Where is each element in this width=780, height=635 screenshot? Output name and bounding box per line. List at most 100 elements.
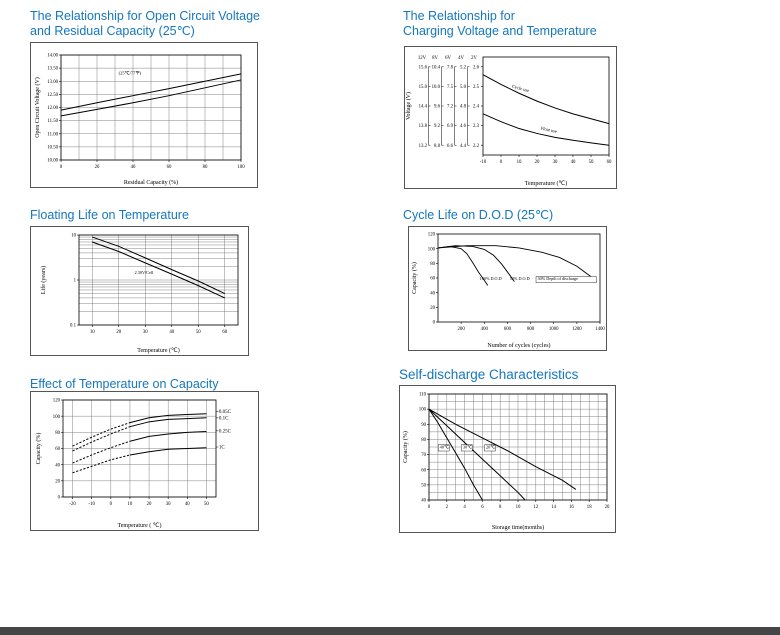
svg-text:0: 0 [58,496,61,501]
svg-text:Voltage (V): Voltage (V) [405,92,412,120]
svg-text:80: 80 [55,431,60,436]
svg-text:20: 20 [430,306,435,311]
svg-text:Temperature (℃): Temperature (℃) [525,180,567,187]
svg-text:5.0: 5.0 [460,85,467,90]
svg-text:10.00: 10.00 [47,159,58,164]
title-line: Self-discharge Characteristics [399,367,579,382]
svg-text:Number of cycles (cycles): Number of cycles (cycles) [487,342,550,349]
svg-text:800: 800 [527,327,535,332]
svg-text:0: 0 [428,505,431,510]
svg-text:Capacity (%): Capacity (%) [411,262,418,294]
svg-text:20: 20 [95,165,100,170]
charging-voltage-temperature-chart: -10 0 10 20 30 40 50 60 Temperature (℃) Voltage (… [405,56,612,187]
svg-text:30% Depth of discharge: 30% Depth of discharge [538,276,579,281]
svg-text:100: 100 [53,415,61,420]
svg-text:80: 80 [421,438,426,443]
svg-text:20℃: 20℃ [486,445,495,450]
chart-frame-ocv-residual: 0 20 40 60 80 100 10.00 10.50 11.00 11.50 12.00 12.… [30,42,258,188]
svg-text:4: 4 [463,505,466,510]
svg-text:600: 600 [504,327,512,332]
svg-text:12V: 12V [418,56,427,61]
svg-text:2.4: 2.4 [473,105,480,110]
chart-frame-self-discharge: 0 2 4 6 8 10 12 14 16 18 20 40 50 60 70 80 90 100 110 Stora… [399,385,616,533]
chart-title-cycle-life: Cycle Life on D.O.D (25℃) [403,208,553,223]
svg-text:14.4: 14.4 [419,105,428,110]
svg-text:10: 10 [71,234,76,239]
chart-frame-temp-capacity: -20 -10 0 10 20 30 40 50 0 20 40 60 80 100 120 Temperat… [30,391,259,531]
svg-text:60: 60 [430,277,435,282]
svg-text:10: 10 [128,502,133,507]
svg-text:0: 0 [433,321,436,326]
svg-text:Temperature ( ℃): Temperature ( ℃) [118,522,162,529]
svg-text:13.50: 13.50 [47,67,58,72]
svg-text:120: 120 [428,233,436,238]
svg-text:15.0: 15.0 [419,85,428,90]
svg-text:2V: 2V [471,56,477,61]
svg-text:13.2: 13.2 [419,144,428,149]
svg-text:1000: 1000 [549,327,559,332]
svg-text:100% D.O.D: 100% D.O.D [480,276,502,281]
svg-text:6: 6 [481,505,484,510]
svg-text:2.2: 2.2 [473,144,480,149]
self-discharge-chart: 0 2 4 6 8 10 12 14 16 18 20 40 50 60 70 80 90 100 110 Stora… [402,393,610,531]
svg-text:10: 10 [516,505,521,510]
svg-text:-10: -10 [88,502,95,507]
svg-text:18: 18 [587,505,592,510]
svg-text:2.3: 2.3 [473,124,480,129]
svg-text:60: 60 [222,330,227,335]
svg-text:4V: 4V [458,56,464,61]
svg-text:30: 30 [143,330,148,335]
chart-title-charging-voltage: The Relationship for Charging Voltage an… [403,9,597,39]
svg-text:1C: 1C [219,446,226,451]
svg-text:60: 60 [421,468,426,473]
footer-bar [0,627,780,635]
title-line: Charging Voltage and Temperature [403,24,597,38]
svg-text:40: 40 [430,291,435,296]
svg-text:20: 20 [116,330,121,335]
svg-text:-20: -20 [69,502,76,507]
svg-text:50% D.O.D: 50% D.O.D [510,276,530,281]
svg-text:10: 10 [90,330,95,335]
chart-frame-cycle-life: 200 400 600 800 1000 1200 1400 0 20 40 60 80 100 120 N… [408,226,607,351]
svg-text:30℃: 30℃ [463,445,472,450]
svg-text:2.5: 2.5 [473,85,480,90]
svg-text:40℃: 40℃ [440,445,449,450]
ocv-residual-capacity-chart: 0 20 40 60 80 100 10.00 10.50 11.00 11.50 12.00 12.… [34,54,245,186]
chart-frame-charging-voltage: -10 0 10 20 30 40 50 60 Temperature (℃) Voltage (… [404,46,617,189]
svg-text:30: 30 [166,502,171,507]
svg-text:90: 90 [421,423,426,428]
chart-title-ocv-residual: The Relationship for Open Circuit Voltag… [30,9,260,39]
svg-text:0: 0 [500,160,503,165]
svg-text:4.4: 4.4 [460,144,467,149]
cycle-life-dod-chart: 200 400 600 800 1000 1200 1400 0 20 40 60 80 100 120 N… [411,233,605,349]
svg-text:110: 110 [419,393,427,398]
svg-text:14.00: 14.00 [47,54,58,59]
svg-text:11.00: 11.00 [47,132,58,137]
svg-text:Residual Capacity (%): Residual Capacity (%) [124,179,178,186]
svg-text:1: 1 [74,279,77,284]
svg-text:Open Circuit Voltage (V): Open Circuit Voltage (V) [34,77,41,138]
svg-text:40: 40 [185,502,190,507]
svg-text:40: 40 [421,499,426,504]
title-line: and Residual Capacity (25℃) [30,24,195,38]
svg-text:0: 0 [110,502,113,507]
svg-text:120: 120 [53,399,61,404]
svg-text:8V: 8V [432,56,438,61]
svg-text:13.8: 13.8 [419,124,428,129]
title-line: The Relationship for Open Circuit Voltag… [30,9,260,23]
svg-text:10.50: 10.50 [47,145,58,150]
svg-text:6V: 6V [445,56,451,61]
chart-title-floating-life: Floating Life on Temperature [30,208,189,223]
svg-text:50: 50 [204,502,209,507]
svg-text:40: 40 [571,160,576,165]
svg-text:0.05C: 0.05C [219,410,232,415]
svg-text:12.50: 12.50 [47,93,58,98]
chart-title-temp-capacity: Effect of Temperature on Capacity [30,377,219,392]
svg-text:20: 20 [147,502,152,507]
svg-text:2.30V/Cell: 2.30V/Cell [135,270,154,275]
svg-text:1200: 1200 [572,327,582,332]
svg-text:0.1C: 0.1C [219,416,229,421]
svg-text:Float use: Float use [540,126,557,134]
svg-text:40: 40 [131,165,136,170]
svg-text:80: 80 [203,165,208,170]
